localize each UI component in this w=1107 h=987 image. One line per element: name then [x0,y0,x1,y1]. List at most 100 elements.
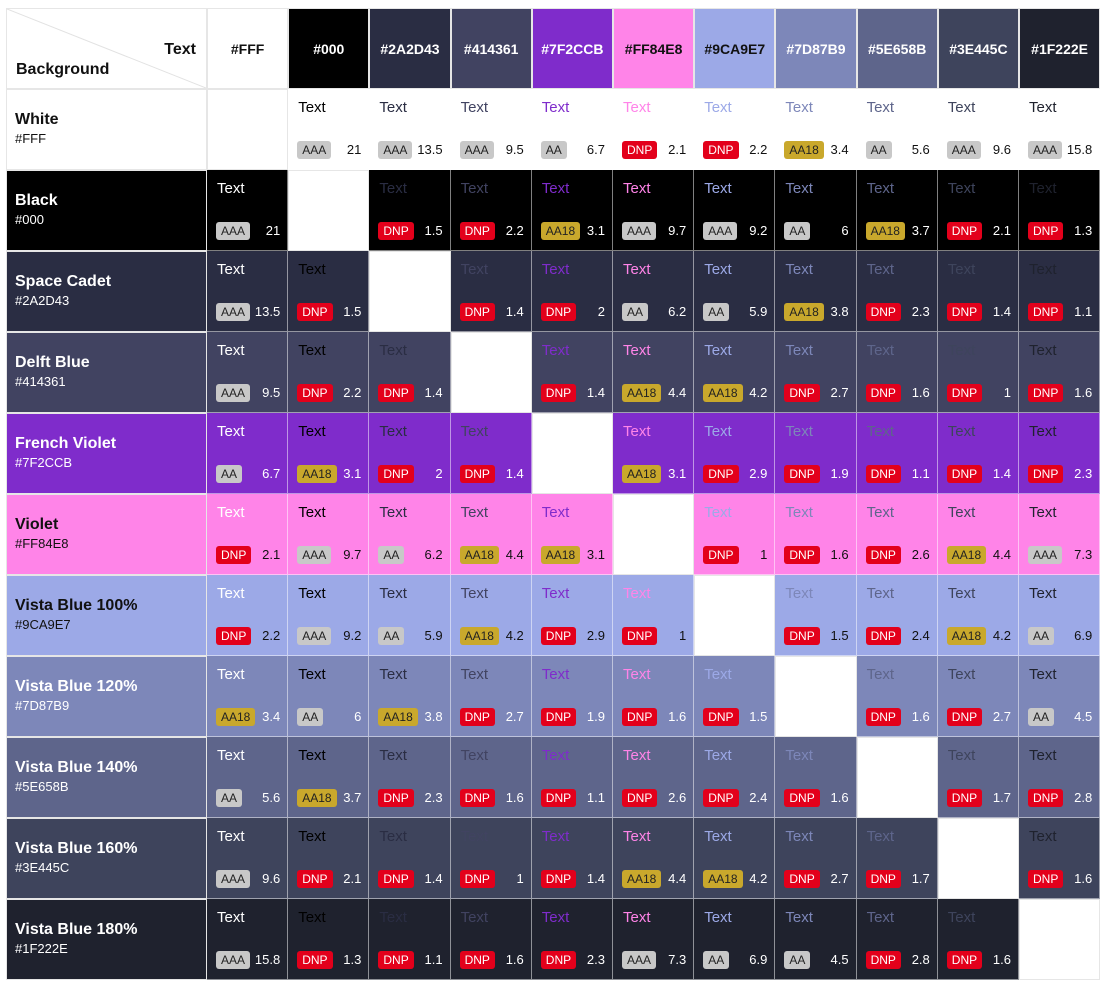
rating-badge: DNP [540,303,577,321]
contrast-ratio: 13.5 [417,142,443,157]
contrast-cell: Text DNP 2.7 [775,818,857,899]
contrast-cell: Text AAA 9.6 [937,89,1019,170]
contrast-ratio: 9.5 [262,385,281,400]
contrast-ratio: 2.6 [668,790,687,805]
contrast-cell: Text DNP 2.3 [531,899,613,980]
contrast-ratio: 3.7 [343,790,362,805]
contrast-cell: Text AA18 4.4 [450,494,532,575]
row-color-name: Black [15,192,58,209]
diagonal-empty-cell [288,170,370,251]
row-color-name: Vista Blue 160% [15,840,138,857]
sample-text: Text [623,261,651,278]
row-color-name: Vista Blue 140% [15,759,138,776]
rating-badge: DNP [784,789,820,807]
contrast-ratio: 1.4 [424,385,443,400]
sample-text: Text [704,747,732,764]
contrast-cell: Text DNP 1.5 [288,251,370,332]
contrast-cell: Text AA18 4.2 [694,332,776,413]
contrast-cell: Text AA18 4.2 [937,575,1019,656]
sample-text: Text [623,909,651,926]
sample-text: Text [298,828,326,845]
rating-badge: DNP [946,222,983,240]
sample-text: Text [866,504,895,521]
contrast-ratio: 1.9 [830,466,849,481]
column-header: #7F2CCB [531,8,613,89]
contrast-cell: Text DNP 2.6 [856,494,938,575]
contrast-ratio: 3.8 [830,304,849,319]
contrast-ratio: 1.1 [586,790,605,805]
sample-text: Text [947,585,976,602]
row-color-hex: #FFF [15,131,47,146]
contrast-ratio: 1.7 [992,790,1011,805]
contrast-ratio: 1 [760,547,768,562]
sample-text: Text [1029,180,1057,197]
contrast-cell: Text DNP 1.5 [694,656,776,737]
row-color-name: Space Cadet [15,273,112,290]
sample-text: Text [541,99,570,116]
contrast-cell: Text AAA 13.5 [207,251,289,332]
sample-text: Text [785,99,813,116]
contrast-ratio: 1.9 [586,709,605,724]
sample-text: Text [947,180,976,197]
sample-text: Text [704,504,732,521]
rating-badge: AAA [378,141,413,159]
row-header: White #FFF [6,89,207,170]
sample-text: Text [379,99,407,116]
rating-badge: DNP [297,951,333,969]
diagonal-empty-cell [694,575,776,656]
row-color-hex: #1F222E [15,941,68,956]
sample-text: Text [1029,504,1057,521]
contrast-ratio: 2.2 [749,142,768,157]
contrast-cell: Text AAA 9.7 [613,170,695,251]
contrast-cell: Text DNP 1.4 [531,332,613,413]
rating-badge: AA [1028,627,1055,645]
rating-badge: DNP [378,222,414,240]
contrast-ratio: 1.6 [1074,871,1093,886]
rating-badge: DNP [622,141,658,159]
sample-text: Text [704,828,732,845]
rating-badge: DNP [703,789,739,807]
contrast-ratio: 3.7 [911,223,930,238]
contrast-ratio: 1.1 [424,952,443,967]
contrast-cell: Text DNP 2.6 [613,737,695,818]
contrast-cell: Text AA 5.6 [207,737,289,818]
row-header: Vista Blue 160% #3E445C [6,818,207,899]
contrast-ratio: 1.4 [586,871,605,886]
contrast-cell: Text DNP 1.4 [369,332,451,413]
sample-text: Text [866,342,895,359]
column-header: #9CA9E7 [694,8,776,89]
row-color-hex: #2A2D43 [15,293,70,308]
sample-text: Text [217,909,245,926]
sample-text: Text [217,747,245,764]
contrast-ratio: 9.2 [749,223,768,238]
contrast-ratio: 6 [841,223,849,238]
sample-text: Text [379,342,407,359]
diagonal-empty-cell [775,656,857,737]
rating-badge: AA [622,303,649,321]
sample-text: Text [1029,261,1057,278]
contrast-ratio: 1.7 [911,871,930,886]
contrast-cell: Text AA18 4.4 [613,332,695,413]
contrast-cell: Text DNP 1.9 [531,656,613,737]
contrast-cell: Text DNP 1.3 [288,899,370,980]
rating-badge: AA [784,222,811,240]
sample-text: Text [460,504,489,521]
rating-badge: DNP [622,789,658,807]
rating-badge: DNP [459,303,495,321]
sample-text: Text [623,747,651,764]
contrast-ratio: 1 [516,871,524,886]
contrast-ratio: 1.4 [992,466,1011,481]
contrast-cell: Text AA18 3.4 [207,656,289,737]
sample-text: Text [947,261,976,278]
sample-text: Text [1029,423,1057,440]
contrast-ratio: 1.6 [911,385,930,400]
rating-badge: DNP [540,951,577,969]
contrast-cell: Text DNP 2.3 [856,251,938,332]
row-color-hex: #FF84E8 [15,536,69,551]
contrast-cell: Text DNP 1 [450,818,532,899]
contrast-ratio: 4.4 [668,385,687,400]
rating-badge: DNP [540,708,577,726]
contrast-grid: Text Background #FFF #000 #2A2D43 #414361 #7… [6,8,1101,980]
sample-text: Text [379,585,407,602]
contrast-ratio: 9.6 [262,871,281,886]
